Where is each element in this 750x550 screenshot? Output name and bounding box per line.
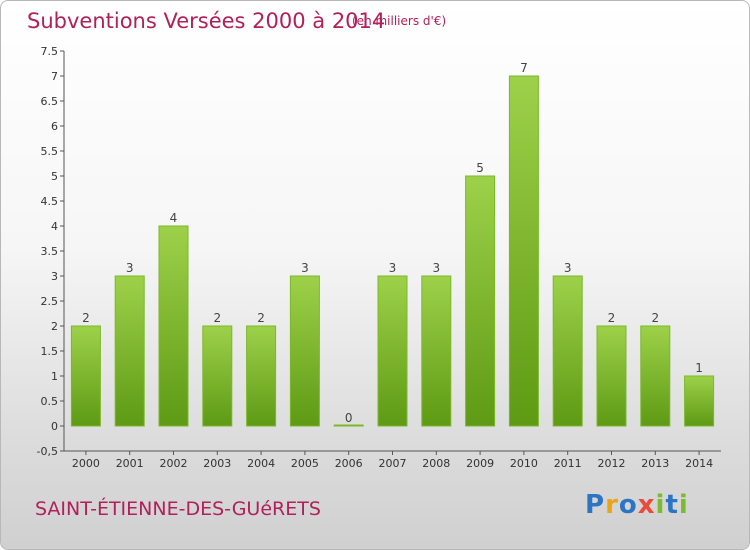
value-label-2014: 1	[695, 361, 703, 375]
y-tick-label: 7.5	[41, 45, 59, 58]
commune-name: SAINT-ÉTIENNE-DES-GUéRETS	[35, 498, 321, 520]
bar-2003	[202, 325, 233, 427]
chart-title: Subventions Versées 2000 à 2014	[27, 9, 386, 33]
x-tick-label-2009: 2009	[466, 457, 494, 470]
x-tick-label-2012: 2012	[598, 457, 626, 470]
x-tick-label-2011: 2011	[554, 457, 582, 470]
value-label-2013: 2	[651, 311, 659, 325]
bar-2013	[640, 325, 671, 427]
logo-letter: i	[678, 490, 689, 520]
x-tick-label-2007: 2007	[379, 457, 407, 470]
bar-2002	[158, 225, 189, 427]
y-tick-label: 2	[51, 320, 58, 333]
x-tick-label-2010: 2010	[510, 457, 538, 470]
value-label-2010: 7	[520, 61, 528, 75]
bar-2000	[70, 325, 101, 427]
y-tick-label: 0.5	[41, 395, 59, 408]
logo-letter: o	[618, 490, 638, 520]
value-label-2000: 2	[82, 311, 90, 325]
x-tick-label-2003: 2003	[203, 457, 231, 470]
bar-2005	[289, 275, 320, 427]
value-label-2009: 5	[476, 161, 484, 175]
y-tick-label: 5	[51, 170, 58, 183]
value-label-2012: 2	[608, 311, 616, 325]
x-tick-label-2002: 2002	[160, 457, 188, 470]
logo-letter: P	[585, 490, 606, 520]
bar-2009	[465, 175, 496, 427]
y-tick-label: -0,5	[37, 445, 58, 458]
x-tick-label-2006: 2006	[335, 457, 363, 470]
value-label-2002: 4	[170, 211, 178, 225]
bar-2004	[246, 325, 277, 427]
x-tick-label-2014: 2014	[685, 457, 713, 470]
x-tick-label-2008: 2008	[422, 457, 450, 470]
value-label-2006: 0	[345, 411, 353, 425]
value-label-2001: 3	[126, 261, 134, 275]
bar-chart: -0,5 0 0.5 1 1.5 2 2.5 3 3.5 4 4.5 5 5.5 6 6.5 7 7.5 200…	[37, 45, 721, 470]
y-tick-label: 6	[51, 120, 58, 133]
logo-letter: t	[665, 490, 679, 520]
value-label-2008: 3	[432, 261, 440, 275]
value-label-2007: 3	[389, 261, 397, 275]
x-tick-label-2000: 2000	[72, 457, 100, 470]
bar-2008	[421, 275, 452, 427]
y-tick-label: 0	[51, 420, 58, 433]
y-tick-label: 3.5	[41, 245, 59, 258]
bar-2001	[114, 275, 145, 427]
bar-2014	[684, 375, 715, 427]
y-tick-label: 2.5	[41, 295, 59, 308]
y-tick-label: 4.5	[41, 195, 59, 208]
chart-subtitle: (en milliers d'€)	[352, 14, 447, 28]
x-tick-label-2004: 2004	[247, 457, 275, 470]
y-tick-label: 3	[51, 270, 58, 283]
bar-2007	[377, 275, 408, 427]
y-tick-label: 4	[51, 220, 58, 233]
y-tick-label: 1.5	[41, 345, 59, 358]
x-tick-label-2005: 2005	[291, 457, 319, 470]
logo-letter: i	[655, 490, 666, 520]
x-tick-label-2013: 2013	[641, 457, 669, 470]
y-tick-label: 1	[51, 370, 58, 383]
value-label-2003: 2	[213, 311, 221, 325]
proxiti-logo: Proxiti	[585, 490, 689, 520]
y-tick-label: 6.5	[41, 95, 59, 108]
bar-2006	[333, 424, 364, 427]
bar-2011	[552, 275, 583, 427]
value-label-2004: 2	[257, 311, 265, 325]
bar-2010	[508, 75, 539, 427]
logo-letter: r	[605, 490, 619, 520]
y-tick-label: 7	[51, 70, 58, 83]
value-label-2011: 3	[564, 261, 572, 275]
logo-letter: x	[637, 490, 656, 520]
y-tick-label: 5.5	[41, 145, 59, 158]
x-tick-label-2001: 2001	[116, 457, 144, 470]
bar-2012	[596, 325, 627, 427]
value-label-2005: 3	[301, 261, 309, 275]
